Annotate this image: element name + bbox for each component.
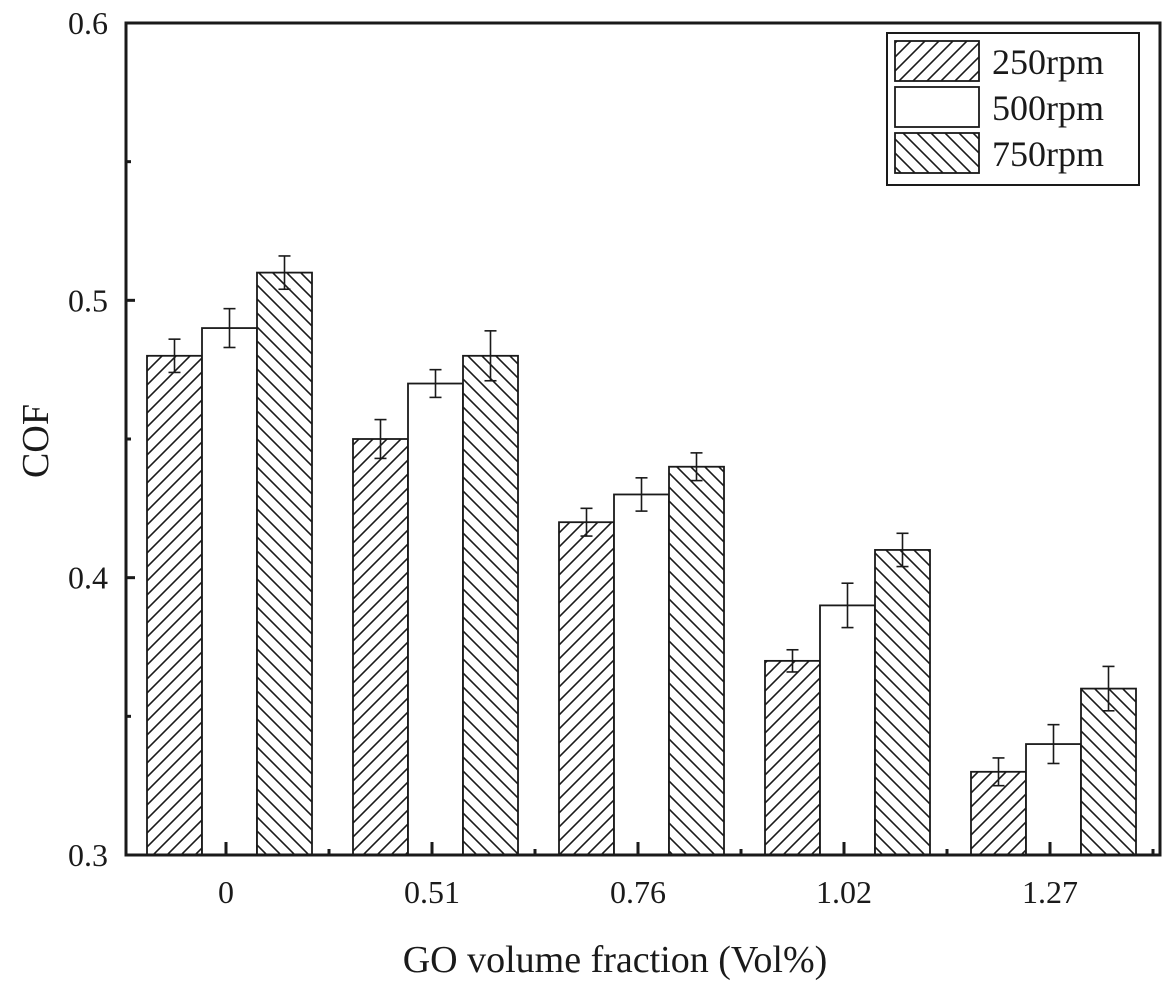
- x-axis-title: GO volume fraction (Vol%): [403, 939, 828, 981]
- bar-250rpm-1: [352, 438, 409, 856]
- x-tick-label-0: 0: [218, 874, 234, 910]
- bar-500rpm-1: [407, 382, 464, 856]
- bar-750rpm-2: [668, 465, 725, 856]
- legend-swatch-750rpm: [894, 132, 980, 174]
- bar-500rpm-2: [613, 493, 670, 856]
- y-tick-label-0: 0.3: [68, 837, 108, 873]
- bar-250rpm-0: [146, 354, 203, 856]
- x-tick-label-4: 1.27: [1022, 874, 1078, 910]
- bar-250rpm-2: [558, 521, 615, 856]
- legend-label-500rpm: 500rpm: [992, 88, 1104, 128]
- y-axis-title: COF: [15, 404, 57, 478]
- x-tick-label-3: 1.02: [816, 874, 872, 910]
- legend-label-750rpm: 750rpm: [992, 134, 1104, 174]
- y-tick-label-3: 0.6: [68, 5, 108, 41]
- bar-750rpm-4: [1080, 687, 1137, 856]
- legend-label-250rpm: 250rpm: [992, 42, 1104, 82]
- y-tick-label-1: 0.4: [68, 560, 108, 596]
- bar-500rpm-3: [819, 604, 876, 856]
- bar-750rpm-3: [874, 549, 931, 856]
- bar-750rpm-1: [462, 354, 519, 856]
- legend-swatch-250rpm: [894, 40, 980, 82]
- y-tick-label-2: 0.5: [68, 282, 108, 318]
- x-tick-label-1: 0.51: [404, 874, 460, 910]
- bar-750rpm-0: [256, 271, 313, 856]
- x-tick-label-2: 0.76: [610, 874, 666, 910]
- bar-500rpm-0: [201, 327, 258, 856]
- legend-swatch-500rpm: [894, 86, 980, 128]
- bar-250rpm-3: [764, 659, 821, 856]
